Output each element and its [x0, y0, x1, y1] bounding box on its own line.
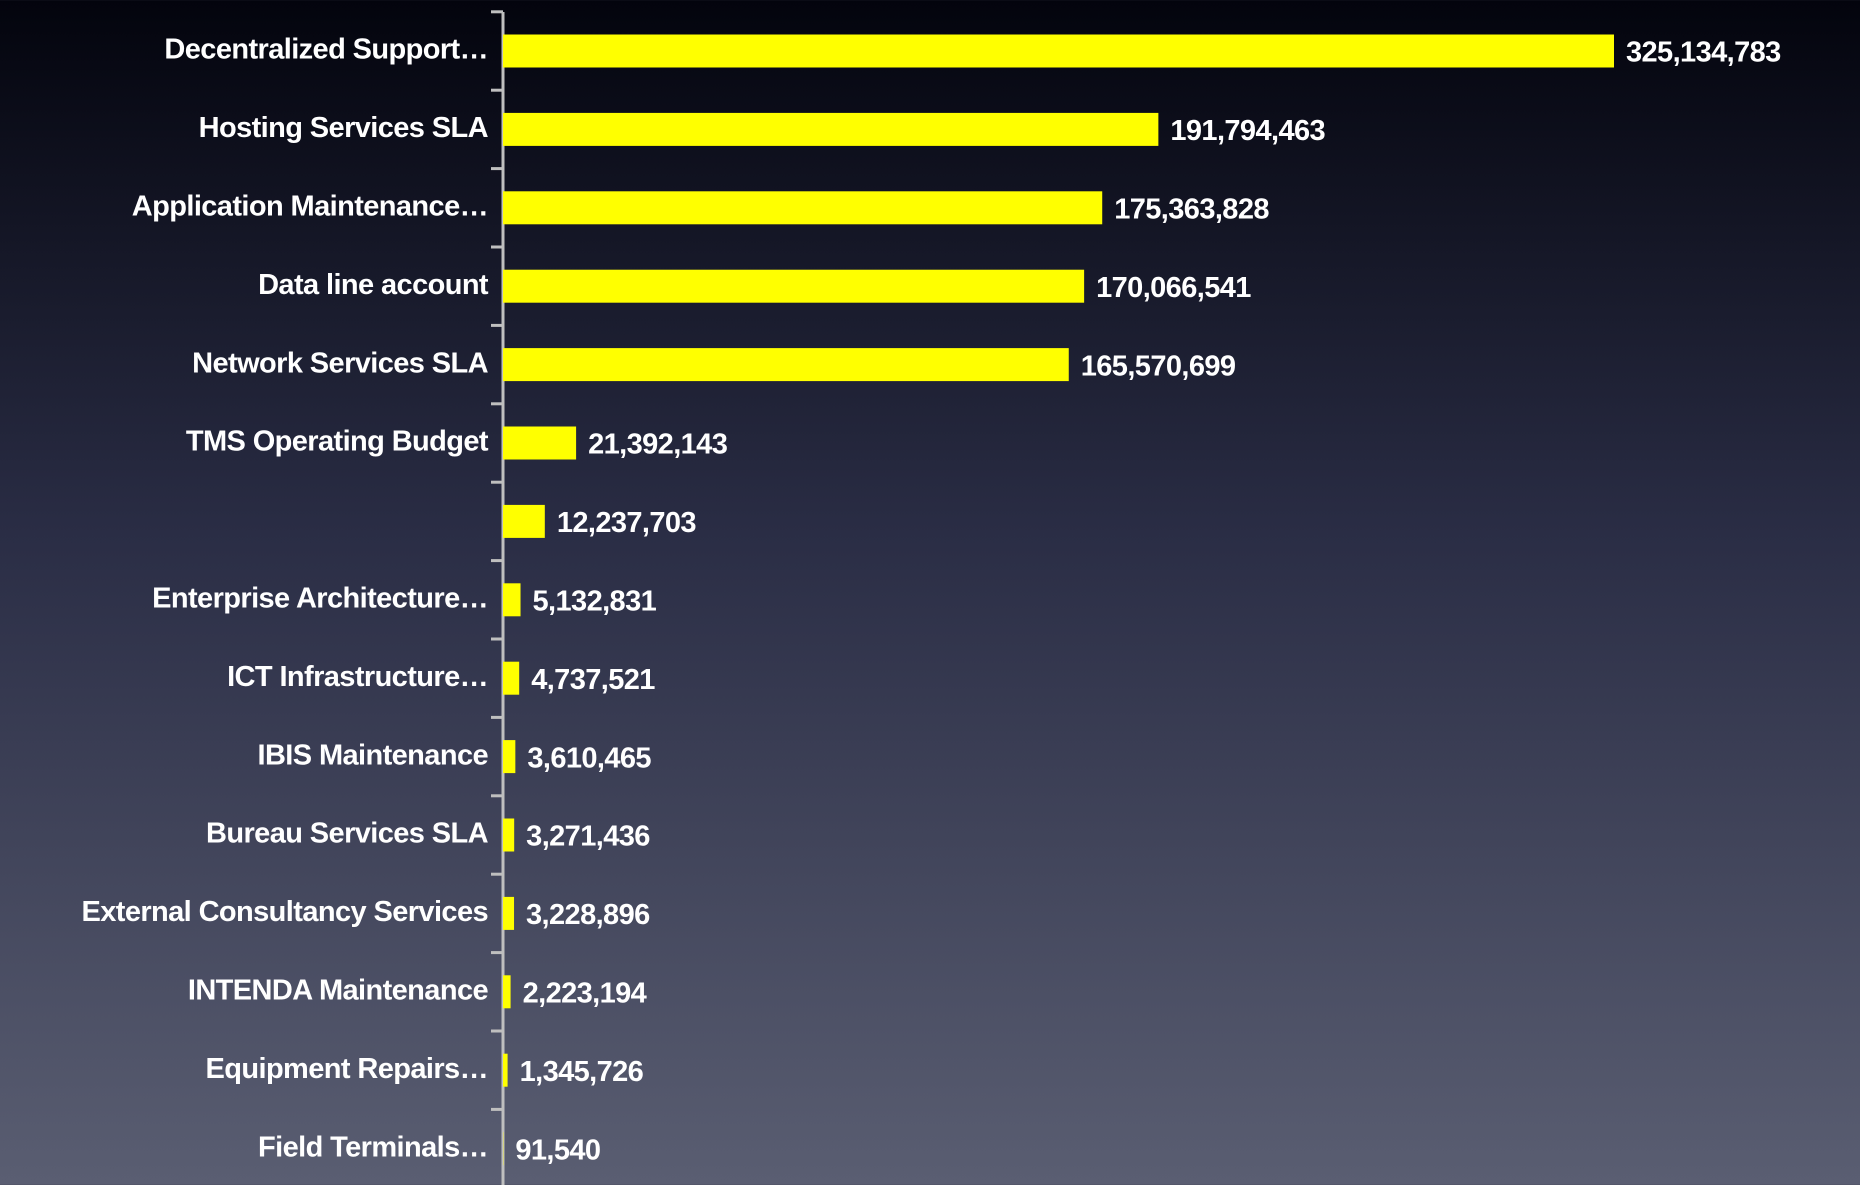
bar	[503, 1053, 508, 1087]
category-label: ICT Infrastructure…	[227, 661, 488, 693]
category-label: Field Terminals…	[258, 1131, 488, 1163]
value-label: 191,794,463	[1170, 115, 1325, 147]
bar	[503, 975, 511, 1009]
bar	[503, 191, 1103, 225]
category-label: IBIS Maintenance	[257, 739, 488, 771]
value-label: 4,737,521	[531, 664, 655, 696]
value-label: 165,570,699	[1081, 350, 1236, 382]
bar	[503, 34, 1614, 68]
bar	[503, 112, 1159, 146]
value-label: 170,066,541	[1096, 272, 1251, 304]
category-label: INTENDA Maintenance	[188, 974, 489, 1006]
value-label: 1,345,726	[520, 1056, 644, 1088]
category-label: Equipment Repairs…	[206, 1053, 488, 1085]
category-label: Hosting Services SLA	[199, 112, 489, 144]
category-label: TMS Operating Budget	[186, 426, 489, 458]
value-label: 175,363,828	[1114, 193, 1269, 225]
bar	[503, 426, 577, 460]
bar	[503, 348, 1069, 382]
value-label: 325,134,783	[1626, 37, 1781, 69]
category-label: Data line account	[258, 269, 489, 301]
category-label: Enterprise Architecture…	[152, 582, 488, 614]
value-label: 12,237,703	[557, 507, 697, 539]
bar	[503, 740, 516, 774]
category-label: External Consultancy Services	[81, 896, 488, 928]
bar	[503, 583, 521, 617]
value-label: 3,271,436	[526, 821, 650, 853]
category-label: Application Maintenance…	[132, 190, 488, 222]
bar	[503, 661, 520, 695]
value-label: 21,392,143	[588, 429, 728, 461]
bar	[503, 269, 1085, 303]
value-label: 5,132,831	[533, 585, 657, 617]
category-label: Network Services SLA	[192, 347, 489, 379]
value-label: 2,223,194	[523, 977, 647, 1009]
value-label: 3,228,896	[526, 899, 650, 931]
category-label: Decentralized Support…	[164, 34, 488, 66]
bar	[503, 896, 515, 930]
value-label: 91,540	[515, 1134, 600, 1166]
category-label: Bureau Services SLA	[206, 818, 489, 850]
bar	[503, 818, 515, 852]
value-label: 3,610,465	[527, 742, 651, 774]
bar	[503, 504, 545, 538]
